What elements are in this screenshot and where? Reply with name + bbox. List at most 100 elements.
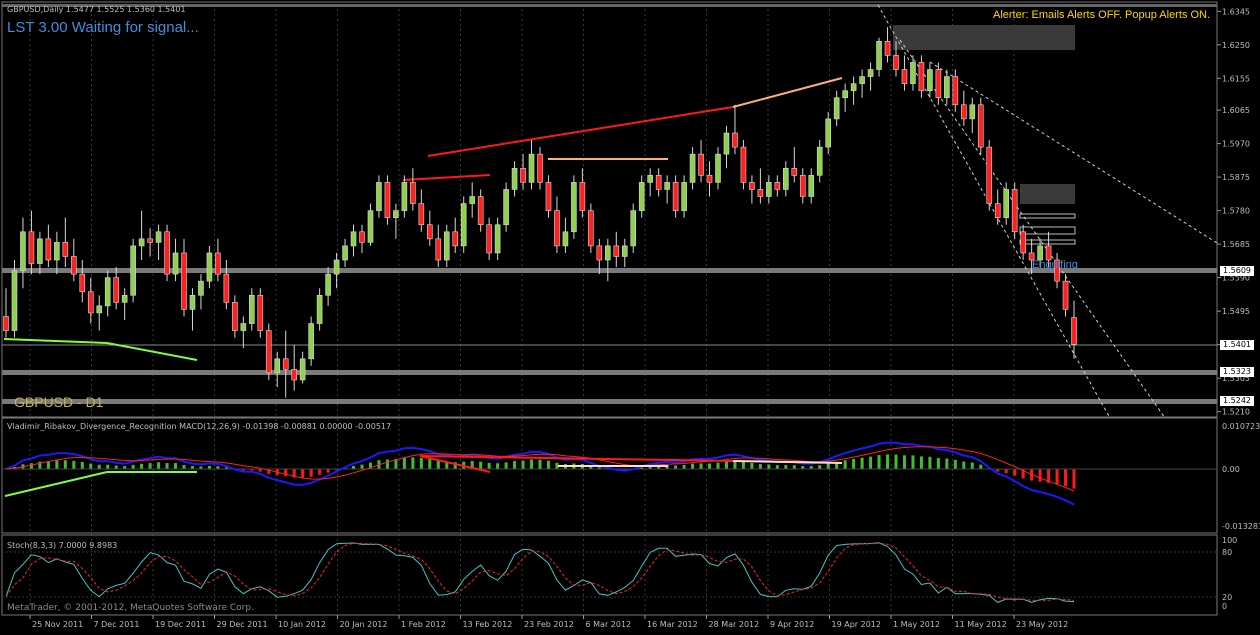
price-tick-label: 1.5970 [1222,140,1250,149]
symbol-watermark: GBPUSD - D1 [14,394,104,410]
divergence-line-peach-1 [732,77,843,108]
bear-candle [774,182,781,190]
price-tick-label: 1.6345 [1222,7,1250,16]
bull-candle [469,196,475,204]
bull-candle [1037,245,1043,261]
grid [29,4,1015,612]
time-tick-label: 7 Dec 2011 [94,620,140,629]
trendline-dashed-3 [929,61,1218,244]
bull-candle [867,69,874,77]
bear-candle [164,231,170,275]
macd-axis: 0.010723 0.00 -0.013283 [1222,422,1260,531]
bull-candle [121,294,128,303]
supply-zone-mid [1020,184,1075,204]
divergence-line-green-2 [106,342,198,361]
bear-candle [545,182,552,211]
bear-candle [791,167,798,176]
bull-candle [325,273,331,296]
bull-candle [969,104,976,120]
bear-candle [655,175,662,190]
stoch-pane-border [1,534,1218,616]
bull-candle [367,210,374,243]
bull-candle [571,182,577,233]
time-tick-label: 23 Feb 2012 [524,620,574,629]
bull-candle [401,182,408,211]
bear-candle [901,69,908,84]
bear-candle [452,231,459,247]
bull-candle [249,294,255,324]
trendline-dashed-2 [899,39,1166,419]
level-line-3 [2,399,1217,404]
bull-candle [1003,189,1009,218]
bear-candle [215,252,221,275]
bull-candle [54,242,60,261]
bull-candle [460,203,467,247]
bull-candle [833,97,840,120]
bull-candle [876,40,882,70]
symbol-info: GBPUSD,Daily 1.5477 1.5525 1.5360 1.5401 [7,5,186,14]
bull-candle [528,153,535,183]
bear-candle [223,273,230,303]
macd-div-red-2 [419,455,734,462]
bull-candle [842,90,848,99]
price-tag: 1.5609 [1220,266,1254,276]
bear-candle [799,175,806,197]
divergence-line-green [3,338,108,344]
bear-candle [45,238,52,261]
bear-candle [79,273,86,293]
bear-candle [477,196,484,226]
bull-candle [299,358,306,381]
bear-candle [62,242,69,257]
bull-candle [206,252,213,282]
time-tick-label: 28 Mar 2012 [709,620,760,629]
time-tick-label: 1 May 2012 [893,620,940,629]
macd-tick-label: 0.010723 [1222,422,1260,431]
bear-candle [28,231,35,264]
macd-div-green [4,471,108,497]
trendline-dashed-1 [877,4,1111,419]
macd-tick-label: -0.013283 [1222,522,1260,531]
bear-candle [418,203,425,226]
bear-candle [884,40,891,56]
bear-candle [613,245,620,257]
indicator-status: LST 3.00 Waiting for signal... [7,19,199,36]
supply-zone-top [893,25,1075,50]
time-tick-label: 20 Jan 2012 [340,620,388,629]
bull-candle [316,294,323,324]
bull-candle [511,167,518,190]
price-tick-label: 1.5495 [1222,307,1250,316]
stoch-signal-line [5,542,1075,602]
price-tick-label: 1.5305 [1222,374,1250,383]
bear-candle [3,316,9,331]
macd-pane-border [1,417,1218,534]
bull-candle [681,182,687,211]
time-tick-label: 11 May 2012 [955,620,1007,629]
stoch-tick-label: 100 [1222,536,1237,545]
level-line-2 [2,370,1217,375]
bear-candle [1045,245,1052,261]
bear-candle [935,69,942,99]
bear-candle [1054,259,1060,282]
zone-outline-1 [1019,213,1076,219]
price-tick-label: 1.6155 [1222,74,1250,83]
bear-candle [994,203,1001,218]
bull-candle [393,210,399,218]
time-tick-label: 1 Feb 2012 [401,620,446,629]
bear-candle [698,153,704,176]
bear-candle [1028,252,1035,261]
bear-candle [1071,317,1077,345]
macd-signal-line [5,446,1075,492]
bull-candle [850,83,857,91]
bear-candle [588,210,594,247]
bull-candle [503,189,509,226]
macd-div-red [419,455,491,473]
stoch-axis: 100 80 200 [1222,536,1237,611]
bull-candle [342,245,348,261]
stoch-main-line [5,542,1075,603]
price-tag-current: 1.5401 [1220,340,1254,350]
bear-candle [87,291,94,314]
time-axis: 25 Nov 2011 7 Dec 2011 19 Dec 2011 29 Dec 2… [29,615,1068,629]
price-tick-label: 1.5780 [1222,207,1250,216]
bull-candle [638,182,645,211]
